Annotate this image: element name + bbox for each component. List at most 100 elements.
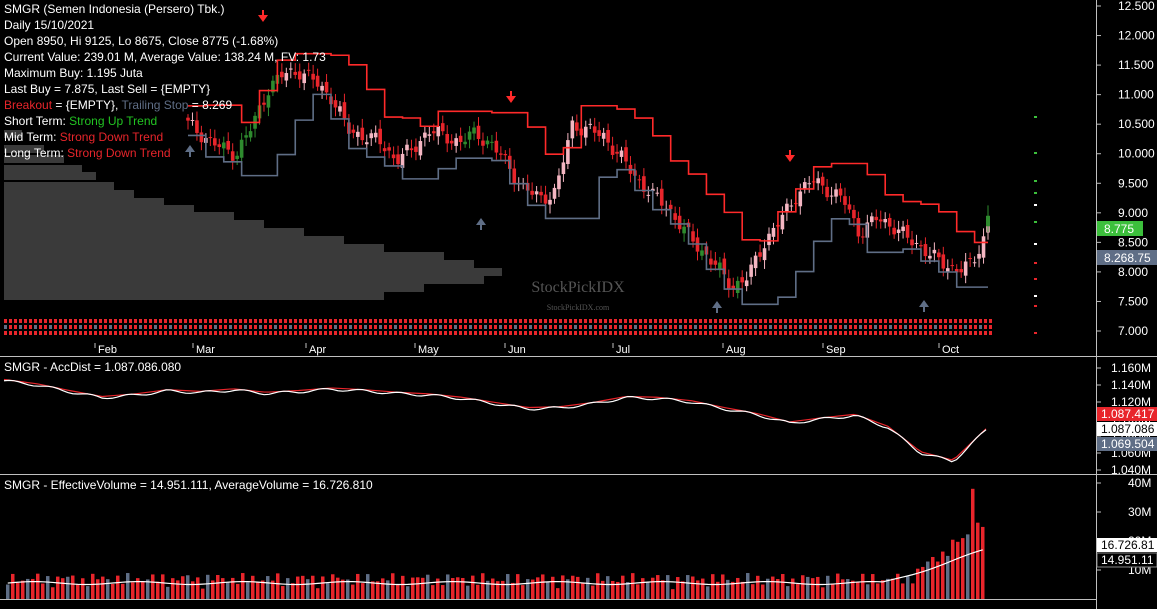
strip-cell <box>649 319 652 323</box>
candle-body <box>391 154 396 159</box>
strip-cell <box>49 331 52 335</box>
strip-cell <box>334 331 337 335</box>
candle-body <box>655 192 660 194</box>
volume-bar <box>841 579 845 599</box>
strip-cell <box>394 319 397 323</box>
strip-cell <box>724 325 727 329</box>
volume-bar <box>301 575 305 599</box>
volume-bar <box>711 574 715 599</box>
strip-cell <box>424 325 427 329</box>
candle-body <box>744 280 749 287</box>
strip-cell <box>899 325 902 329</box>
strip-cell <box>674 331 677 335</box>
strip-cell <box>684 319 687 323</box>
strip-cell <box>29 331 32 335</box>
strip-cell <box>369 331 372 335</box>
price-tick-label: 10.500 <box>1118 117 1155 131</box>
strip-cell <box>329 331 332 335</box>
strip-cell <box>554 331 557 335</box>
volume-bar <box>106 579 110 599</box>
candle-body <box>945 268 950 272</box>
strip-cell <box>309 331 312 335</box>
strip-cell <box>939 325 942 329</box>
ohlc-line: Open 8950, Hi 9125, Lo 8675, Close 8775 … <box>4 34 279 48</box>
strip-cell <box>854 325 857 329</box>
volume-bar <box>931 556 935 599</box>
strip-cell <box>179 325 182 329</box>
candle-body <box>320 85 324 91</box>
strip-cell <box>129 331 132 335</box>
strip-cell <box>444 331 447 335</box>
strip-cell <box>354 319 357 323</box>
strip-cell <box>414 325 417 329</box>
profile-bar <box>4 182 114 190</box>
candle-body <box>396 154 400 165</box>
strip-cell <box>829 331 832 335</box>
candle-body <box>503 154 508 156</box>
strip-cell <box>514 331 517 335</box>
strip-cell <box>719 319 722 323</box>
volume-bar <box>181 576 185 599</box>
strip-cell <box>724 331 727 335</box>
volume-bar <box>781 574 785 599</box>
strip-cell <box>429 319 432 323</box>
strip-cell <box>409 331 412 335</box>
candle-body <box>409 148 414 151</box>
strip-cell <box>284 319 287 323</box>
right-dot <box>1034 152 1037 154</box>
volume-bar <box>866 584 870 599</box>
strip-cell <box>274 331 277 335</box>
strip-cell <box>514 319 517 323</box>
volume-bar <box>881 580 885 599</box>
strip-cell <box>659 331 662 335</box>
price-tick-label: 9.000 <box>1118 206 1148 220</box>
candle-body <box>235 155 239 160</box>
strip-cell <box>134 319 137 323</box>
strip-cell <box>104 325 107 329</box>
volume-bar <box>456 577 460 599</box>
strip-cell <box>344 331 347 335</box>
strip-cell <box>199 325 202 329</box>
strip-cell <box>509 319 512 323</box>
strip-cell <box>54 331 57 335</box>
accdist-tick-label: 1.140M <box>1111 378 1151 392</box>
strip-cell <box>659 319 662 323</box>
sell-arrow-marker <box>785 155 795 162</box>
strip-cell <box>759 325 762 329</box>
strip-cell <box>679 325 682 329</box>
strip-cell <box>419 319 422 323</box>
strip-cell <box>339 331 342 335</box>
strip-cell <box>14 331 17 335</box>
candle-body <box>963 261 968 276</box>
month-label: Aug <box>726 344 746 356</box>
candle-body <box>937 252 941 258</box>
strip-cell <box>169 331 172 335</box>
candle-body <box>467 131 472 140</box>
strip-cell <box>259 319 262 323</box>
candle-body <box>472 127 476 134</box>
volume-bar <box>151 574 155 599</box>
strip-cell <box>454 331 457 335</box>
strip-cell <box>304 331 307 335</box>
strip-cell <box>649 331 652 335</box>
volume-bar <box>241 573 245 599</box>
strip-cell <box>529 319 532 323</box>
strip-cell <box>254 331 257 335</box>
sell-arrow-marker <box>258 15 268 22</box>
strip-cell <box>114 319 117 323</box>
volume-bar <box>561 575 565 599</box>
strip-cell <box>474 325 477 329</box>
strip-cell <box>339 319 342 323</box>
strip-cell <box>864 319 867 323</box>
candle-body <box>190 120 195 122</box>
strip-cell <box>744 319 747 323</box>
strip-cell <box>669 319 672 323</box>
volume-bar <box>951 539 955 599</box>
strip-cell <box>124 319 127 323</box>
candle-body <box>199 132 204 143</box>
strip-cell <box>694 325 697 329</box>
strip-cell <box>959 331 962 335</box>
strip-cell <box>859 325 862 329</box>
strip-cell <box>174 325 177 329</box>
strip-cell <box>749 331 752 335</box>
